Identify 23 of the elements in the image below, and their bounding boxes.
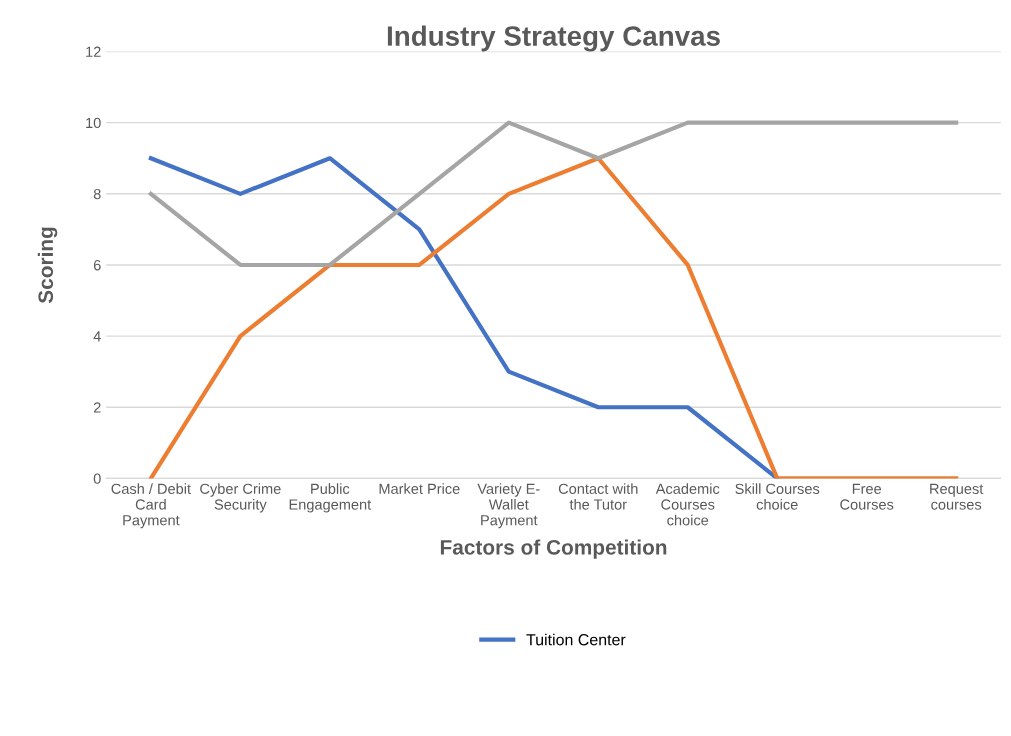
x-tick-label: Contact with the Tutor <box>558 483 638 510</box>
x-tick-label: Cash / Debit Card Payment <box>111 483 191 529</box>
x-tick-label: Public Engagement <box>289 483 372 513</box>
y-tick-label: 2 <box>93 402 101 413</box>
y-tick-label: 12 <box>86 46 101 57</box>
chart-title: Industry Strategy Canvas <box>387 25 720 52</box>
x-tick-label: Academic Courses choice <box>655 483 720 526</box>
y-tick-label: 6 <box>93 260 101 271</box>
x-tick-label: Request courses <box>930 483 984 510</box>
x-tick-label: Cyber Crime Security <box>200 483 281 513</box>
line-series <box>148 156 959 479</box>
x-tick-label: Market Price <box>379 483 460 494</box>
y-axis-title: Scoring <box>37 227 58 304</box>
y-tick-label: 10 <box>86 117 101 129</box>
x-tick-label: Free Courses <box>840 483 894 510</box>
x-tick-label: Skill Courses choice <box>735 483 820 510</box>
x-axis-title: Factors of Competition <box>440 539 667 559</box>
y-tick-label: 0 <box>93 473 101 484</box>
x-tick-label: Variety E- Wallet Payment <box>477 483 540 529</box>
legend-label: Tuition Center <box>526 633 626 646</box>
line-series <box>148 120 959 268</box>
y-tick-label: 8 <box>93 188 101 200</box>
y-tick-label: 4 <box>93 331 101 342</box>
